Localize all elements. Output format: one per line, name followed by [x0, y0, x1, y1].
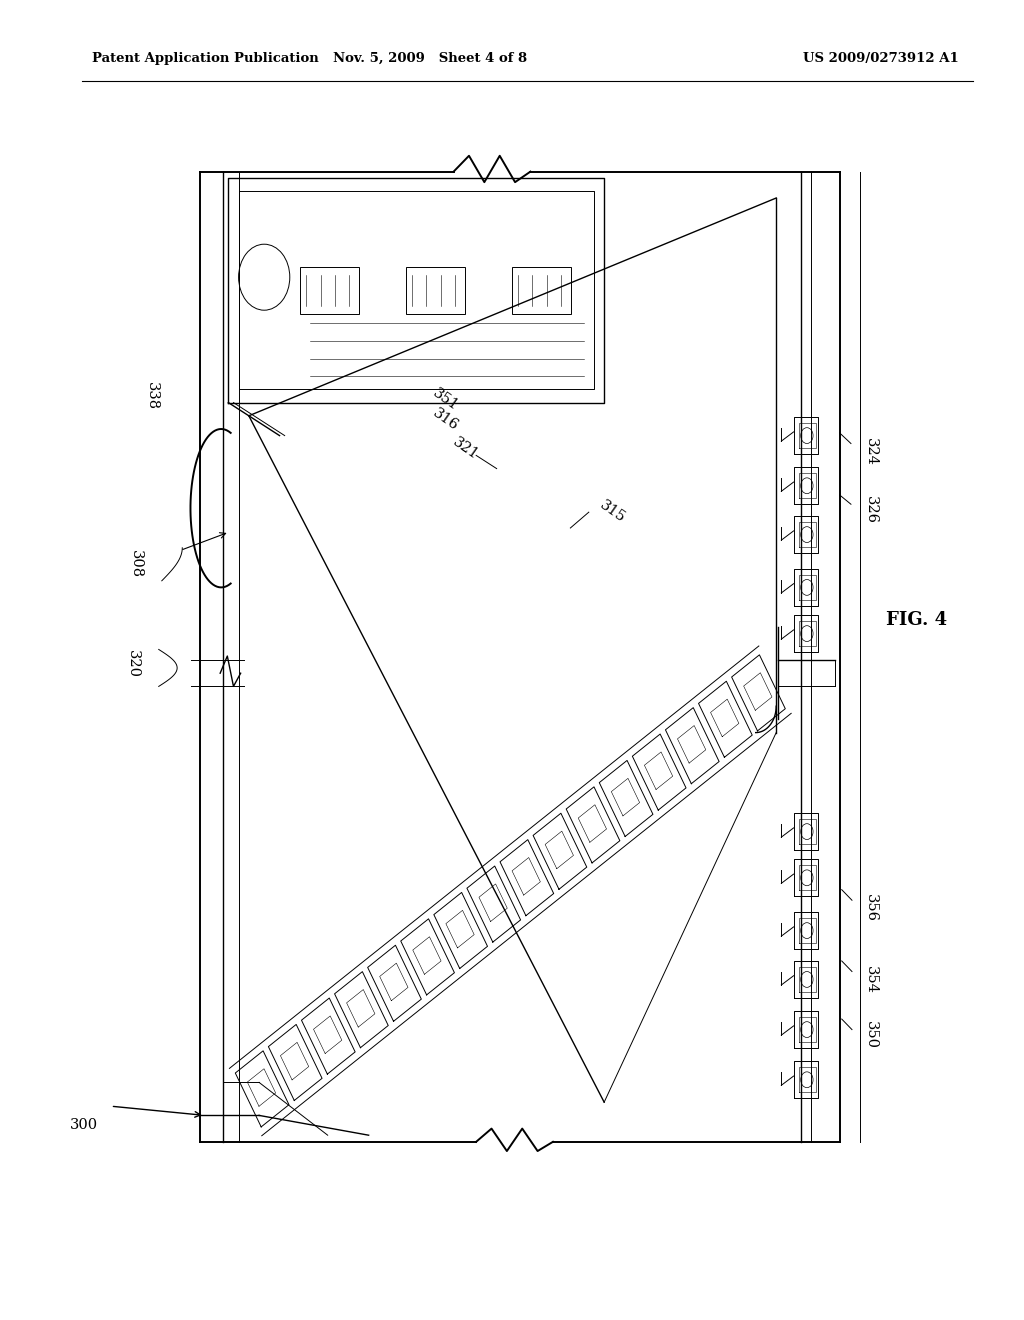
Text: 354: 354 — [863, 965, 878, 994]
Bar — [300, 267, 359, 314]
Text: Nov. 5, 2009   Sheet 4 of 8: Nov. 5, 2009 Sheet 4 of 8 — [333, 51, 527, 65]
Text: 308: 308 — [129, 549, 143, 578]
Text: 350: 350 — [863, 1020, 878, 1049]
Text: 324: 324 — [863, 437, 878, 466]
Text: 316: 316 — [430, 407, 461, 433]
Text: 320: 320 — [126, 649, 140, 678]
Bar — [512, 267, 571, 314]
Text: 356: 356 — [863, 894, 878, 923]
Text: 315: 315 — [597, 499, 628, 525]
Text: Patent Application Publication: Patent Application Publication — [92, 51, 318, 65]
Text: 351: 351 — [430, 387, 461, 413]
Bar — [406, 267, 465, 314]
Text: US 2009/0273912 A1: US 2009/0273912 A1 — [803, 51, 958, 65]
Text: 321: 321 — [451, 436, 481, 462]
Text: 338: 338 — [144, 381, 159, 411]
Text: 300: 300 — [70, 1118, 98, 1131]
Text: FIG. 4: FIG. 4 — [886, 611, 947, 630]
Text: 326: 326 — [863, 495, 878, 524]
